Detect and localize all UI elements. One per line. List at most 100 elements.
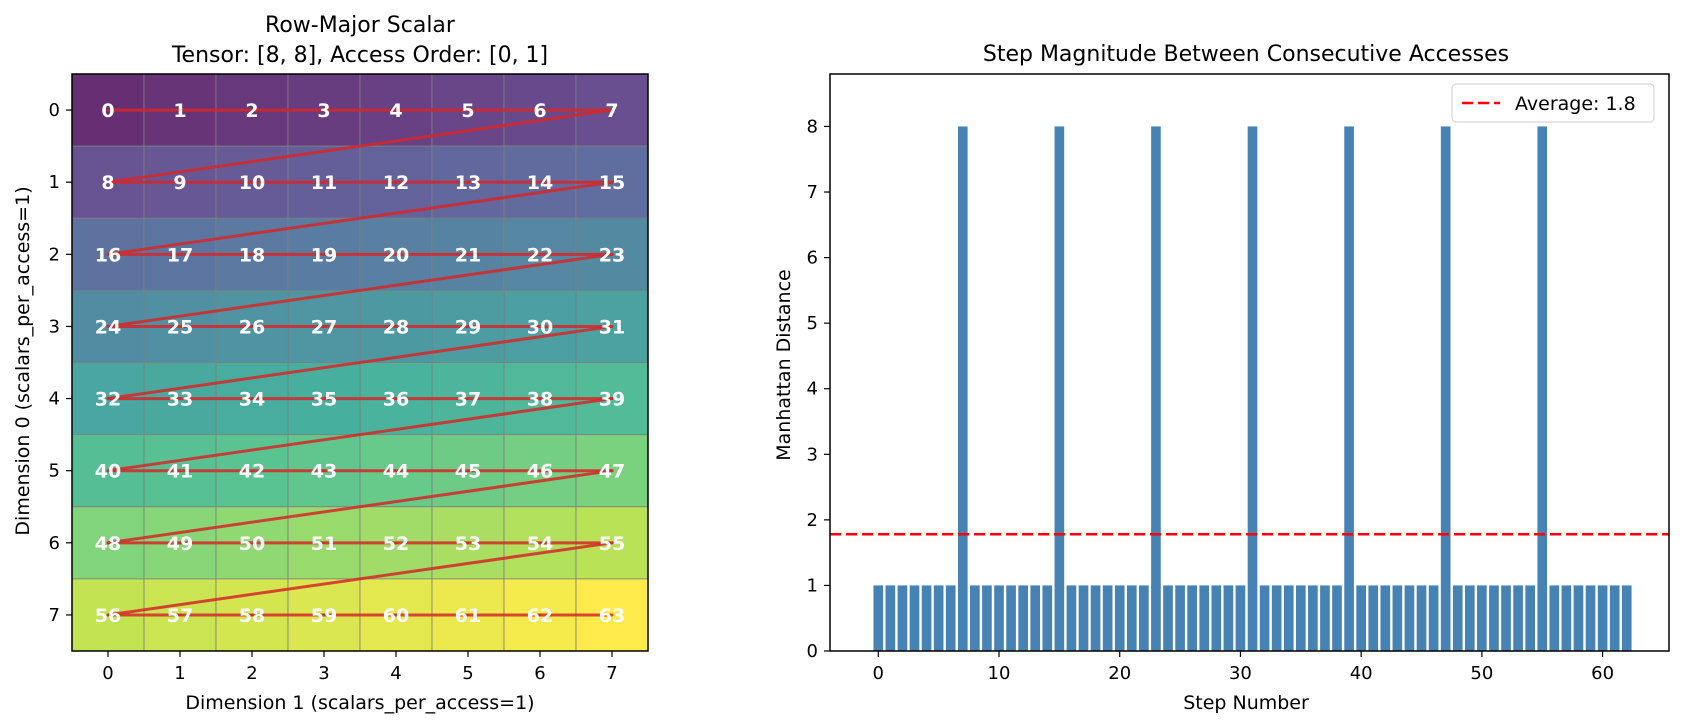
bar: [1175, 585, 1185, 651]
heatmap-cell-label: 57: [167, 605, 193, 627]
heatmap-cell-label: 46: [527, 461, 553, 483]
bar: [1283, 585, 1294, 651]
bar: [1114, 585, 1125, 651]
bar-x-axis-label: Step Number: [1183, 692, 1309, 714]
heatmap-axes-frame: [71, 73, 649, 652]
bar-x-tick-label: 50: [1470, 663, 1493, 684]
bar-x-tick-label: 30: [1229, 663, 1252, 684]
heatmap-cell-label: 45: [455, 461, 481, 483]
heatmap-cell-label: 63: [599, 605, 625, 627]
access-path-segment: [106, 324, 614, 401]
heatmap-cell-label: 28: [383, 316, 409, 338]
bar-y-tick-label: 1: [807, 575, 818, 596]
heatmap-x-tick-label: 7: [606, 663, 617, 684]
heatmap-cell-label: 49: [167, 533, 193, 555]
heatmap-cell-label: 3: [317, 100, 330, 122]
bar: [1404, 585, 1415, 651]
bar: [1332, 585, 1342, 651]
heatmap-cell-label: 51: [311, 533, 337, 555]
bar: [909, 585, 920, 651]
heatmap-cell-label: 58: [239, 605, 265, 627]
heatmap-cell-label: 10: [239, 172, 265, 194]
bar: [1344, 126, 1354, 652]
heatmap-cell-label: 37: [455, 389, 481, 411]
bar: [1597, 585, 1608, 651]
heatmap-cell-label: 18: [239, 244, 265, 266]
bar: [1477, 585, 1487, 651]
access-path: [106, 108, 614, 617]
access-path-segment: [106, 108, 614, 184]
bar-y-ticks: 0 1 2 3 4 5 6 7 8: [807, 116, 830, 662]
heatmap-y-axis-label: Dimension 0 (scalars_per_access=1): [12, 186, 34, 535]
bar-x-tick-label: 40: [1350, 663, 1373, 684]
heatmap-cell-label: 19: [311, 244, 337, 266]
heatmap-cell-label: 27: [311, 316, 337, 338]
heatmap-cell-label: 23: [599, 244, 625, 266]
heatmap-cell-label: 25: [167, 316, 193, 338]
heatmap-x-axis-label: Dimension 1 (scalars_per_access=1): [185, 692, 534, 714]
bar: [1139, 585, 1149, 651]
bar: [1054, 126, 1065, 652]
heatmap-cell-label: 20: [383, 244, 409, 266]
heatmap-cell-label: 4: [389, 100, 402, 122]
heatmap-cell-label: 6: [533, 100, 546, 122]
bar: [1066, 585, 1077, 651]
bar: [1621, 585, 1632, 651]
heatmap-cell-label: 62: [527, 605, 553, 627]
heatmap-cell-label: 59: [311, 605, 337, 627]
heatmap-cell-label: 26: [239, 316, 265, 338]
heatmap-cell-label: 7: [605, 100, 618, 122]
bar-y-tick-label: 5: [807, 313, 818, 334]
heatmap-cell-label: 54: [527, 533, 553, 555]
heatmap-cell-label: 39: [599, 389, 625, 411]
heatmap-cell-label: 60: [383, 605, 409, 627]
heatmap-x-tick-label: 5: [462, 663, 473, 684]
bar: [1295, 585, 1306, 651]
heatmap-y-tick-label: 0: [49, 100, 60, 121]
bar: [1513, 585, 1523, 651]
bar-chart-title: Step Magnitude Between Consecutive Acces…: [983, 42, 1509, 67]
bar: [1320, 585, 1330, 651]
bar-x-tick-label: 0: [873, 663, 884, 684]
bar: [1078, 585, 1089, 651]
bar: [982, 585, 992, 651]
bar: [897, 585, 908, 651]
heatmap-y-tick-label: 5: [49, 461, 60, 482]
bars: [873, 126, 1632, 652]
bar: [957, 126, 968, 652]
bar: [1380, 585, 1391, 651]
access-path-segment: [106, 252, 614, 328]
heatmap-cell-label: 53: [455, 533, 481, 555]
bar: [1199, 585, 1210, 651]
access-path-segment: [106, 397, 614, 473]
heatmap-panel: Row-Major Scalar Tensor: [8, 8], Access …: [12, 13, 649, 714]
bar: [1126, 585, 1137, 651]
bar: [1006, 585, 1016, 651]
heatmap-cell-label: 36: [383, 389, 409, 411]
heatmap-y-tick-label: 2: [49, 244, 60, 265]
heatmap-cell-label: 13: [455, 172, 481, 194]
heatmap-cell-label: 15: [599, 172, 625, 194]
bar: [933, 585, 944, 651]
bar: [1235, 585, 1246, 651]
bar: [1247, 126, 1258, 652]
heatmap-title-line2: Tensor: [8, 8], Access Order: [0, 1]: [171, 43, 548, 68]
heatmap-cell-label: 34: [239, 389, 265, 411]
access-path-segment: [106, 469, 614, 545]
bar: [1102, 585, 1113, 651]
bar: [1416, 585, 1427, 651]
bar-y-tick-label: 8: [807, 116, 818, 137]
heatmap-x-tick-label: 6: [534, 663, 545, 684]
heatmap-cell-label: 8: [101, 172, 114, 194]
heatmap-cell-label: 24: [95, 316, 121, 338]
heatmap-cell-label: 16: [95, 244, 121, 266]
bar: [994, 585, 1004, 651]
heatmap-cell-label: 32: [95, 389, 121, 411]
bar: [1163, 585, 1173, 651]
bar: [1042, 585, 1053, 651]
bar-x-ticks: 0 10 20 30 40 50 60: [873, 651, 1614, 684]
bar: [1211, 585, 1222, 651]
bar-y-tick-label: 4: [807, 379, 818, 400]
bar: [1356, 585, 1366, 651]
